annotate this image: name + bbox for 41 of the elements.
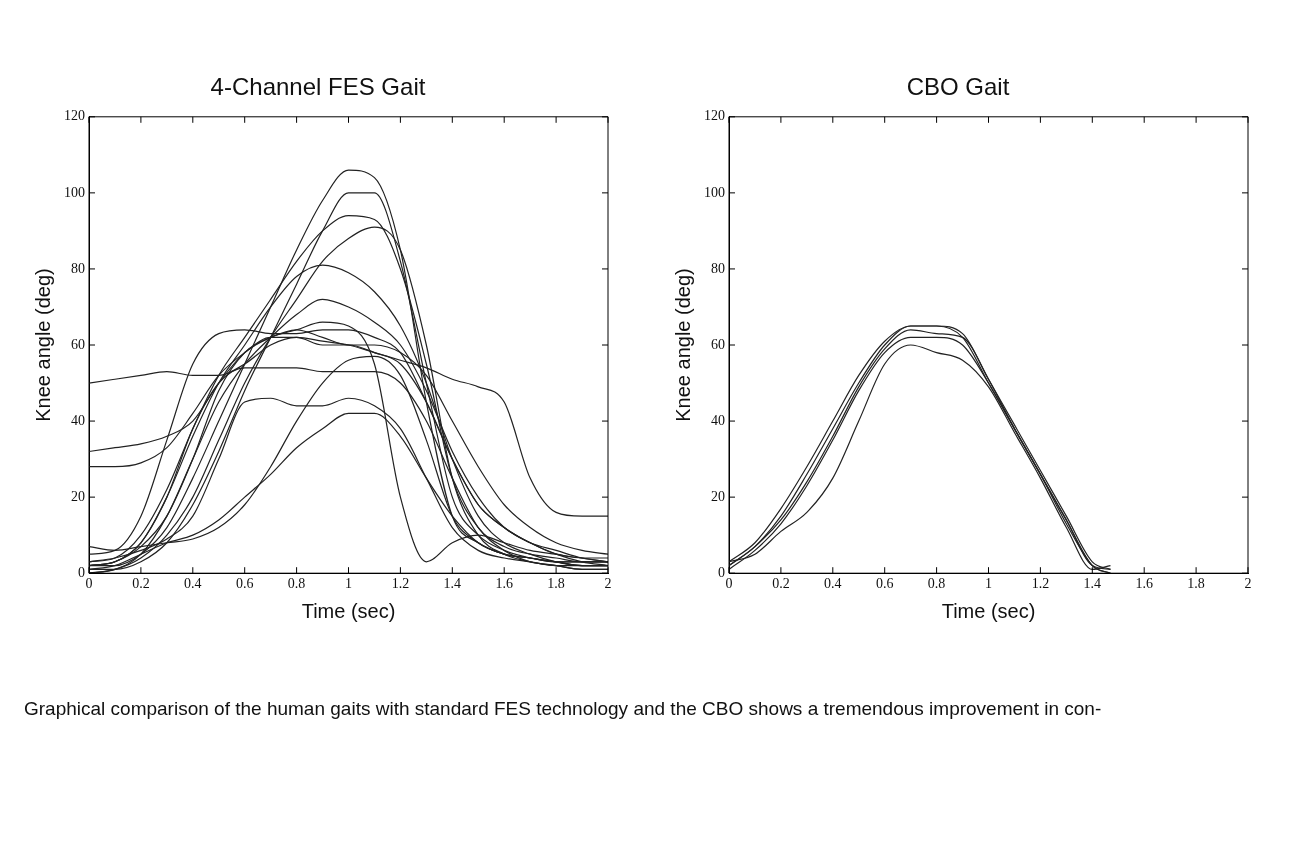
y-tick-label: 120: [704, 108, 725, 124]
x-tick-label: 1.6: [1135, 576, 1153, 592]
x-tick-label: 1.4: [1083, 576, 1102, 592]
x-tick-label: 0.2: [132, 576, 150, 592]
chart-title: CBO Gait: [906, 73, 1010, 101]
x-tick-label: 2: [604, 576, 612, 592]
x-tick-label: 1.2: [391, 576, 410, 592]
y-tick-label: 20: [71, 488, 85, 504]
y-axis-title: Knee angle (deg): [671, 268, 694, 422]
y-tick-label: 80: [71, 260, 85, 276]
x-tick-label: 0.6: [235, 576, 254, 592]
x-tick-label: 1: [345, 576, 352, 592]
x-tick-label: 2: [1244, 576, 1252, 592]
y-tick-label: 60: [71, 336, 85, 352]
x-tick-label: 0.4: [184, 576, 202, 592]
x-tick-label: 0.8: [287, 576, 306, 592]
y-tick-label: 40: [71, 412, 85, 428]
x-axis-title: Time (sec): [301, 599, 396, 622]
y-tick-label: 100: [64, 184, 85, 200]
x-tick-label: 1: [985, 576, 992, 592]
x-tick-label: 1.2: [1031, 576, 1050, 592]
y-tick-label: 20: [711, 488, 725, 504]
y-tick-label: 120: [64, 108, 85, 124]
x-tick-label: 0.2: [772, 576, 790, 592]
x-tick-label: 1.8: [1187, 576, 1205, 592]
y-tick-label: 100: [704, 184, 725, 200]
y-tick-label: 40: [711, 412, 725, 428]
y-tick-label: 60: [711, 336, 725, 352]
y-tick-label: 80: [711, 260, 725, 276]
x-tick-label: 0.4: [824, 576, 842, 592]
x-tick-label: 0.6: [875, 576, 894, 592]
x-axis-title: Time (sec): [941, 599, 1036, 622]
x-tick-label: 0.8: [927, 576, 946, 592]
text: Graphical comparison of the human gaits with standard FES technology and the CBO shows a tremendous improvement in con-: [24, 698, 1103, 720]
y-tick-label: 0: [718, 564, 725, 580]
x-tick-label: 1.4: [443, 576, 462, 592]
y-axis-title: Knee angle (deg): [31, 268, 54, 422]
chart-title: 4-Channel FES Gait: [210, 73, 426, 101]
x-tick-label: 1.6: [495, 576, 513, 592]
y-tick-label: 0: [78, 564, 85, 580]
x-tick-label: 1.8: [547, 576, 565, 592]
